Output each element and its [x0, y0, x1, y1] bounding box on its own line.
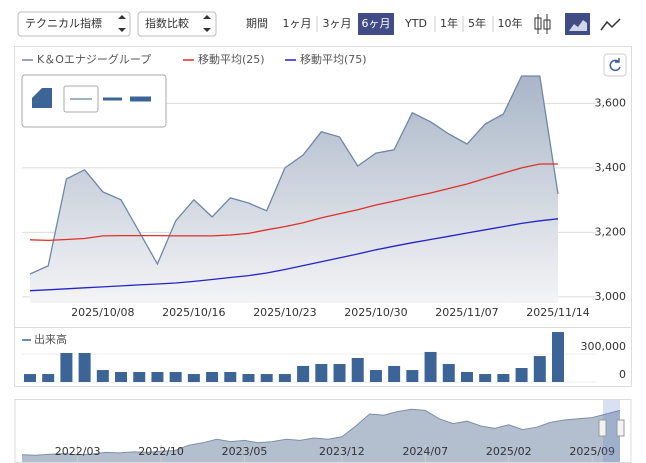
volume-bar	[333, 364, 346, 382]
navigator-label: 2022/10	[138, 445, 184, 458]
volume-bar	[151, 371, 164, 382]
volume-bar	[115, 371, 128, 382]
legend-label[interactable]: K＆Oエナジーグループ	[37, 52, 151, 66]
x-tick-label: 2025/11/14	[526, 306, 589, 319]
x-tick-label: 2025/11/07	[435, 306, 498, 319]
x-tick-label: 2025/10/08	[71, 306, 134, 319]
main-pane: 3,000 3,200 3,400 3,600 2025/10/08 2025/10/16…	[22, 75, 627, 319]
volume-bar	[315, 364, 328, 382]
volume-bar	[297, 365, 310, 382]
y-tick-label: 300,000	[581, 340, 627, 353]
navigator-handle-left[interactable]	[598, 419, 607, 437]
navigator-window	[603, 400, 620, 462]
volume-bar	[552, 332, 564, 382]
price-line	[29, 75, 559, 275]
volume-bar	[206, 371, 219, 382]
volume-bar	[278, 374, 291, 382]
volume-bar	[497, 374, 510, 382]
navigator-handle-right[interactable]	[616, 419, 625, 437]
period-selected-bg	[358, 13, 394, 35]
volume-bar	[260, 374, 273, 382]
volume-bar	[242, 374, 255, 382]
volume-bar	[42, 374, 55, 382]
volume-pane: 出来高 0 300,000	[22, 332, 627, 383]
volume-bar	[460, 371, 473, 382]
navigator-line	[21, 408, 621, 456]
volume-bar	[24, 374, 36, 382]
legend-label[interactable]: 移動平均(25)	[198, 52, 265, 66]
period-button[interactable]: YTD	[404, 17, 427, 30]
x-tick-label: 2025/10/30	[344, 306, 407, 319]
navigator-label: 2024/07	[402, 445, 448, 458]
y-tick-label: 3,000	[595, 290, 627, 303]
navigator: 2022/03 2022/10 2023/05 2023/12 2024/07 2025/…	[14, 399, 632, 463]
period-button[interactable]: 10年	[498, 16, 523, 30]
navigator-label: 2023/12	[319, 445, 365, 458]
period-buttons: 1ヶ月 3ヶ月 6ヶ月 YTD 1年 5年 10年	[283, 13, 523, 35]
y-tick-label: 0	[619, 368, 626, 381]
reset-button[interactable]	[603, 53, 627, 77]
period-button[interactable]: 6ヶ月	[362, 17, 391, 30]
compare-label: 指数比較	[145, 16, 189, 30]
volume-bar	[479, 374, 492, 382]
volume-bar	[224, 371, 237, 382]
period-label: 期間	[246, 17, 268, 30]
volume-bar	[187, 374, 200, 382]
moving-average-line	[29, 218, 559, 292]
volume-bar	[533, 356, 546, 382]
navigator-label: 2022/03	[55, 445, 101, 458]
legend: K＆Oエナジーグループ 移動平均(25) 移動平均(75)	[22, 52, 367, 66]
volume-bar	[442, 364, 455, 382]
volume-bar	[369, 370, 382, 382]
period-button[interactable]: 3ヶ月	[323, 17, 352, 30]
period-button[interactable]: 1年	[440, 16, 458, 30]
navigator-label: 2025/02	[486, 445, 532, 458]
legend-label[interactable]: 移動平均(75)	[300, 52, 367, 66]
chart-frame	[14, 46, 632, 387]
volume-bar	[60, 352, 73, 382]
volume-bar	[96, 370, 109, 382]
compare-dropdown[interactable]	[137, 11, 217, 37]
candle-icon[interactable]	[534, 14, 551, 34]
indicator-dropdown[interactable]	[17, 11, 131, 37]
period-button[interactable]: 1ヶ月	[283, 17, 312, 30]
volume-bar	[133, 371, 146, 382]
reset-icon	[609, 58, 621, 72]
navigator-area	[22, 409, 620, 462]
volume-bar	[78, 352, 91, 382]
volume-bar	[406, 370, 419, 382]
fill-tool-corner	[32, 88, 42, 98]
volume-bar	[515, 367, 528, 382]
x-tick-label: 2025/10/16	[162, 306, 225, 319]
navigator-label: 2025/09	[569, 445, 615, 458]
volume-bar	[351, 357, 364, 382]
line-icon[interactable]	[600, 18, 621, 31]
y-tick-label: 3,400	[595, 161, 627, 174]
y-tick-label: 3,200	[595, 225, 627, 238]
y-tick-label: 3,600	[595, 96, 627, 109]
indicator-label: テクニカル指標	[25, 16, 102, 30]
area-icon-glyph	[569, 20, 587, 31]
volume-bar	[424, 351, 437, 382]
period-button[interactable]: 5年	[468, 16, 486, 30]
dropdown-arrow	[203, 15, 211, 32]
navigator-label: 2023/05	[222, 445, 268, 458]
moving-average-line	[29, 163, 558, 242]
x-tick-label: 2025/10/23	[253, 306, 316, 319]
volume-bar	[388, 365, 401, 382]
price-area	[30, 76, 558, 303]
volume-bar	[169, 371, 182, 382]
volume-title: 出来高	[34, 332, 67, 346]
dropdown-arrow	[118, 15, 126, 32]
